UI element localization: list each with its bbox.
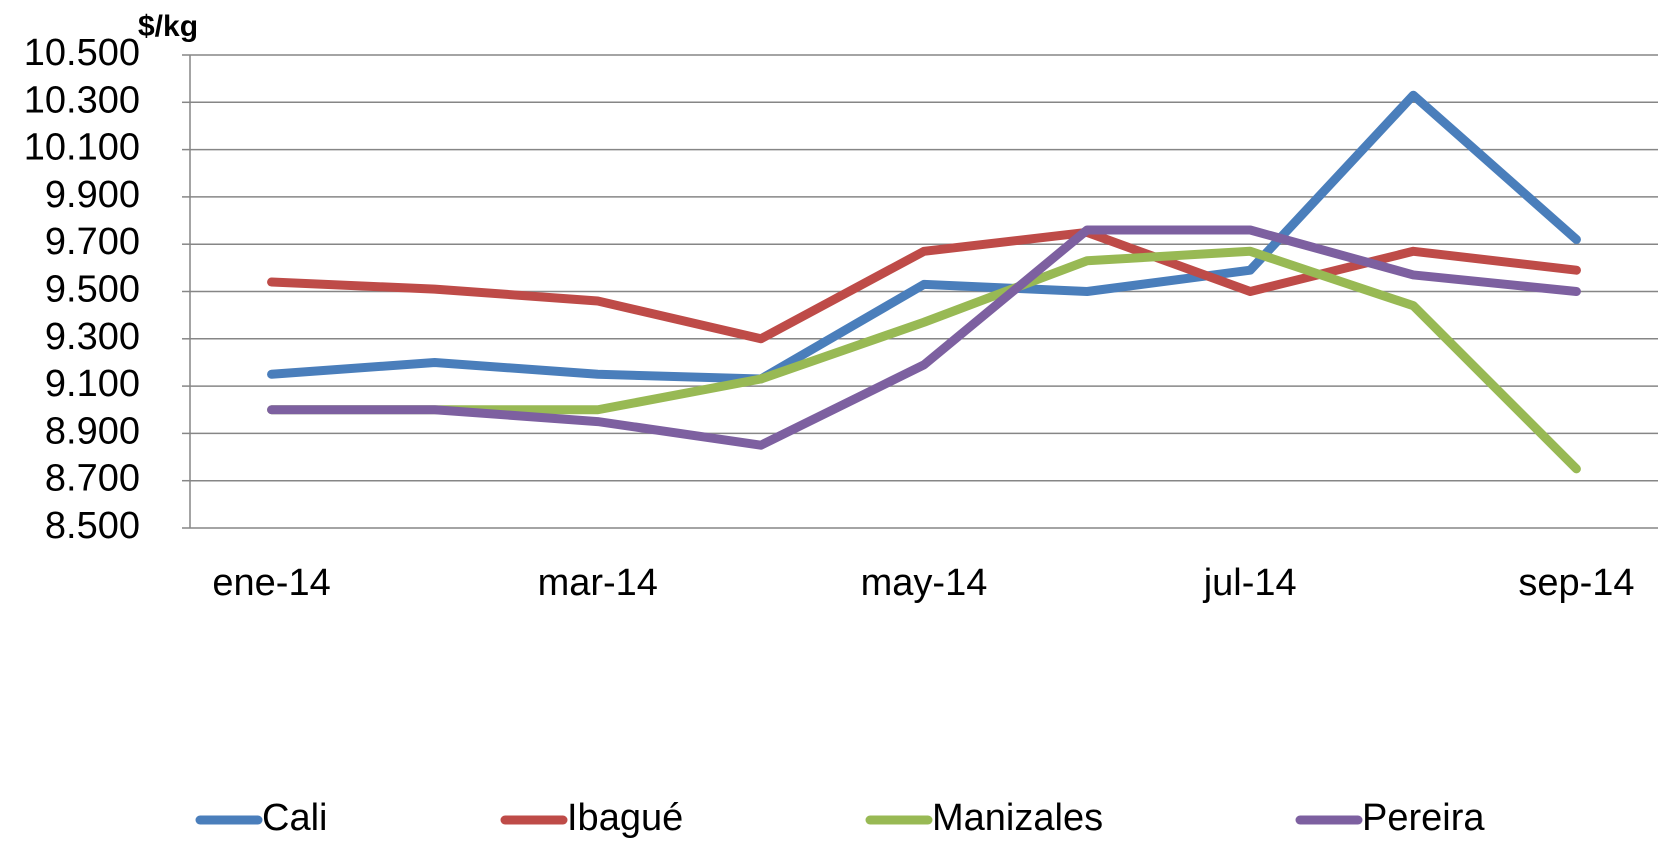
x-tick-label: sep-14 xyxy=(1518,562,1634,604)
y-tick-label: 9.300 xyxy=(45,316,140,358)
legend-label: Manizales xyxy=(932,797,1103,839)
x-tick-label: ene-14 xyxy=(212,562,330,604)
y-axis-label: $/kg xyxy=(138,10,198,43)
y-tick-label: 10.300 xyxy=(24,79,140,121)
y-tick-label: 8.900 xyxy=(45,410,140,452)
line-series xyxy=(267,90,1581,384)
legend-label: Ibagué xyxy=(567,797,683,839)
y-tick-label: 9.100 xyxy=(45,363,140,405)
x-tick-label: mar-14 xyxy=(538,562,658,604)
line-series xyxy=(267,225,1581,450)
x-tick-label: may-14 xyxy=(861,562,988,604)
line-series xyxy=(267,227,1581,344)
y-tick-label: 9.700 xyxy=(45,221,140,263)
y-tick-label: 10.100 xyxy=(24,127,140,169)
y-tick-label: 9.500 xyxy=(45,269,140,311)
y-tick-label: 10.500 xyxy=(24,32,140,74)
legend-label: Cali xyxy=(262,797,327,839)
y-tick-label: 8.500 xyxy=(45,505,140,547)
legend-label: Pereira xyxy=(1362,797,1485,839)
y-tick-label: 8.700 xyxy=(45,458,140,500)
y-tick-label: 9.900 xyxy=(45,174,140,216)
x-tick-label: jul-14 xyxy=(1203,562,1297,604)
